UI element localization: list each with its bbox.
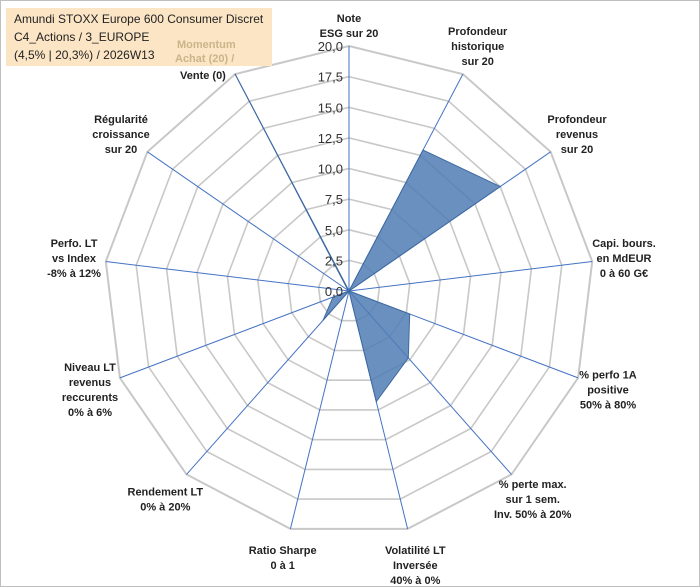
grid-ring <box>256 198 442 382</box>
axis-label-line: vs Index <box>52 253 97 265</box>
axis-spoke <box>289 290 350 530</box>
axis-label: % perfo 1A positive 50% à 80% <box>579 370 637 412</box>
tick-label: 0,0 <box>325 284 343 299</box>
data-point <box>375 401 377 403</box>
axis-label-line: % perte max. <box>499 479 567 491</box>
axis-label-line: 40% à 0% <box>390 575 440 587</box>
axis-label: Profondeur historique sur 20 <box>448 26 508 68</box>
tick-label: 5,0 <box>325 223 343 238</box>
axis-label-line: Niveau LT <box>64 362 116 374</box>
axis-label-line: Perfo. LT <box>51 238 98 250</box>
axis-spoke <box>105 261 350 292</box>
axis-label-line: Volatilité LT <box>385 545 446 557</box>
axis-label-line: Inversée <box>393 560 438 572</box>
data-point <box>499 186 501 188</box>
axis-label-line: Profondeur <box>547 114 607 126</box>
grid-ring <box>104 44 594 530</box>
axis-spoke <box>147 151 350 292</box>
tick-label: 20,0 <box>318 39 343 54</box>
grid-ring <box>196 137 502 441</box>
data-point <box>422 149 424 151</box>
axis-label: Note ESG sur 20 <box>320 13 379 40</box>
tick-label: 17,5 <box>318 70 343 85</box>
axis-label-line: % perfo 1A <box>579 370 637 382</box>
axis-label-line: historique <box>451 41 504 53</box>
axis-label: Régularité croissance sur 20 <box>92 114 149 156</box>
grid-ring <box>165 106 533 471</box>
axis-label: Rendement LT 0% à 20% <box>128 486 204 513</box>
data-point <box>348 290 350 292</box>
axis-label: % perte max. sur 1 sem. Inv. 50% à 20% <box>494 479 572 521</box>
tick-label: 12,5 <box>318 131 343 146</box>
axis-label-line: Ratio Sharpe <box>249 545 317 557</box>
axis-label-line: Note <box>337 13 361 25</box>
data-point <box>332 296 334 298</box>
axis-label-line: sur 20 <box>561 144 593 156</box>
axis-spoke <box>348 261 593 292</box>
axis-label: Capi. bours. en MdEUR 0 à 60 G€ <box>592 238 656 280</box>
axis-label-line: en MdEUR <box>597 253 652 265</box>
axis-label-line: Régularité <box>94 114 148 126</box>
title-line-1: Amundi STOXX Europe 600 Consumer Discret <box>14 12 264 26</box>
axis-label-line: ESG sur 20 <box>320 28 379 40</box>
axis-label-line: -8% à 12% <box>47 268 101 280</box>
title-box: Amundi STOXX Europe 600 Consumer Discret… <box>6 8 272 66</box>
radial-tick-labels: 0,0 2,5 5,0 7,5 10,0 12,5 15,0 17,5 20,0 <box>318 39 343 299</box>
axis-label-line: Rendement LT <box>128 486 204 498</box>
axis-label: Ratio Sharpe 0 à 1 <box>249 545 317 572</box>
axis-label-line: sur 1 sem. <box>505 494 559 506</box>
tick-label: 15,0 <box>318 100 343 115</box>
axis-label: Niveau LT revenus reccurents 0% à 6% <box>62 362 118 419</box>
tick-label: 2,5 <box>325 253 343 268</box>
momentum-line-1: Momentum <box>177 39 236 51</box>
axis-label: Perfo. LT vs Index -8% à 12% <box>47 238 101 280</box>
grid-ring <box>317 259 381 322</box>
axis-label-line: 50% à 80% <box>580 400 636 412</box>
title-line-3: (4,5% | 20,3%) / 2026W13 <box>14 48 155 62</box>
tick-label: 10,0 <box>318 162 343 177</box>
axis-label-line: Capi. bours. <box>592 238 656 250</box>
axis-label-line: Inv. 50% à 20% <box>494 509 572 521</box>
axis-label-line: 0 à 1 <box>270 560 294 572</box>
radar-spokes <box>105 46 593 530</box>
grid-ring <box>226 167 472 411</box>
axis-label-line: revenus <box>69 377 111 389</box>
momentum-line-2: Achat (20) / <box>175 53 235 65</box>
axis-label-line: revenus <box>556 129 598 141</box>
axis-label-line: 0% à 20% <box>140 501 190 513</box>
data-point <box>322 319 324 321</box>
data-point <box>407 357 409 359</box>
grid-ring <box>287 228 411 352</box>
momentum-line-3: Vente (0) <box>180 70 226 82</box>
momentum-label: Momentum Achat (20) / <box>175 38 236 66</box>
axis-label-line: Profondeur <box>448 26 508 38</box>
axis-label-line: positive <box>587 385 629 397</box>
axis-label-line: 0% à 6% <box>68 407 112 419</box>
tick-label: 7,5 <box>325 192 343 207</box>
axis-label-line: croissance <box>92 129 149 141</box>
axis-label: Volatilité LT Inversée 40% à 0% <box>385 545 446 587</box>
grid-ring <box>135 75 563 500</box>
axis-label-line: 0 à 60 G€ <box>600 268 648 280</box>
axis-label-line: sur 20 <box>105 144 137 156</box>
axis-label-line: reccurents <box>62 392 118 404</box>
axis-label-line: sur 20 <box>461 56 493 68</box>
data-point <box>409 313 411 315</box>
data-point <box>234 73 236 75</box>
radar-grid <box>104 44 594 530</box>
data-point <box>347 289 349 291</box>
title-line-2: C4_Actions / 3_EUROPE <box>14 30 150 44</box>
axis-label: Profondeur revenus sur 20 <box>547 114 607 156</box>
axis-spoke <box>186 290 350 475</box>
axis-spoke <box>119 290 350 379</box>
